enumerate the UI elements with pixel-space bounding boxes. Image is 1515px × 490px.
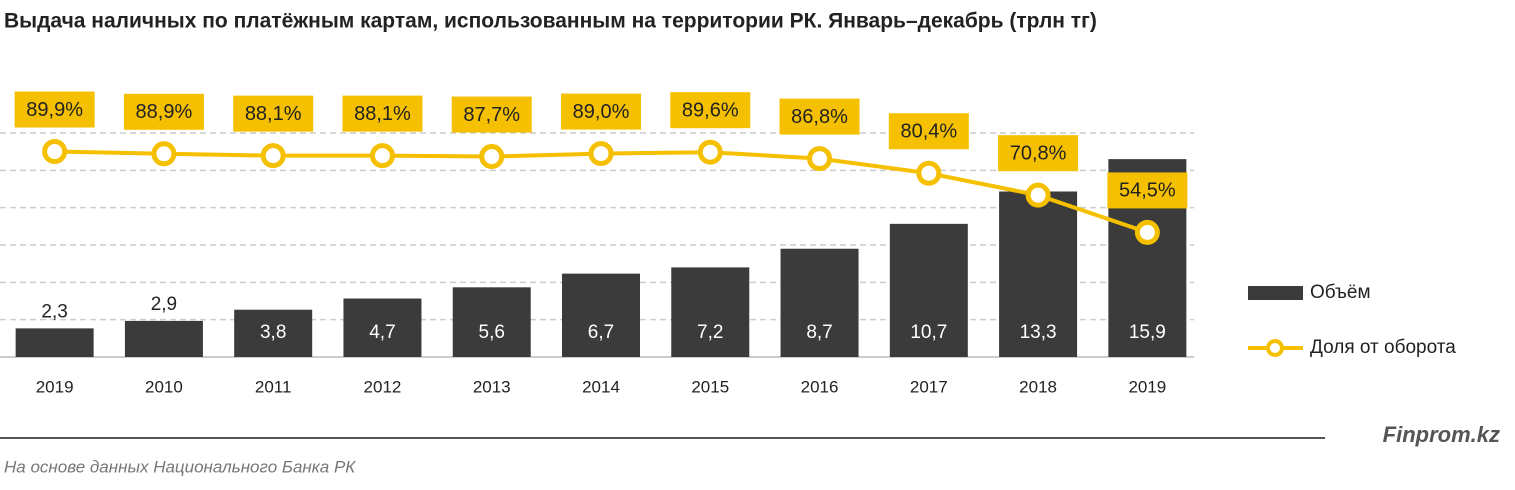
bar-value-label: 2,3 [41,301,67,322]
bar [234,309,313,357]
bar-value-label: 10,7 [910,322,947,343]
x-tick-label: 2016 [801,377,839,396]
bar [124,320,203,357]
label-box [233,95,314,132]
bar-value-label: 13,3 [1020,322,1057,343]
bar-value-label: 15,9 [1129,322,1166,343]
legend-swatch [1248,286,1303,300]
x-tick-label: 2013 [473,377,511,396]
x-tick-label: 2017 [910,377,948,396]
label-box [779,98,860,135]
legend-marker [1266,339,1284,357]
line-value-label: 88,9% [136,101,193,123]
line-marker [1025,182,1051,208]
x-tick-label: 2019 [1128,377,1166,396]
x-tick-label: 2011 [255,377,292,396]
bar-value-label: 6,7 [588,322,614,343]
bar [562,273,640,357]
label-box [451,96,532,133]
line-value-label: 54,5% [1119,180,1176,202]
bar-value-label: 4,7 [369,322,395,343]
x-tick-label: 2018 [1019,377,1057,396]
line-marker [151,141,177,167]
line-value-label: 80,4% [900,121,957,143]
label-box [342,95,423,132]
bar [343,298,422,357]
x-tick-label: 2019 [36,377,74,396]
source-note: На основе данных Национального Банка РК [4,457,356,476]
line-value-label: 88,1% [354,103,411,125]
line-marker [42,139,68,165]
bar [999,191,1078,357]
label-box [561,93,641,130]
bar [780,248,859,357]
x-tick-label: 2012 [364,377,402,396]
label-box [670,92,751,129]
x-tick-label: 2010 [145,377,183,396]
bar [671,267,750,357]
line-value-label: 89,6% [682,99,739,121]
bar [15,328,94,357]
bar-value-label: 2,9 [151,294,177,315]
line-value-label: 86,8% [791,106,848,128]
label-box [1107,172,1188,209]
line-marker [260,143,286,169]
line-marker [1134,219,1160,245]
label-box [123,93,204,130]
line-value-label: 88,1% [245,103,302,125]
x-tick-label: 2014 [582,377,620,396]
bar-value-label: 8,7 [806,322,832,343]
line-marker [479,144,505,170]
label-box [888,113,969,150]
bar [889,223,968,357]
line-marker [807,146,833,172]
brand: Finprom.kz [1383,422,1500,447]
label-box [998,135,1079,172]
line-marker [369,143,395,169]
bar-value-label: 7,2 [697,322,723,343]
line-marker [916,160,942,186]
line-value-label: 87,7% [463,104,520,126]
legend-label: Объём [1310,282,1371,303]
x-tick-label: 2015 [691,377,729,396]
bar [452,287,531,357]
line-value-label: 89,0% [573,101,630,123]
chart-title: Выдача наличных по платёжным картам, исп… [4,10,1097,33]
legend-label: Доля от оборота [1310,337,1456,358]
line-marker [588,141,614,167]
line-value-label: 70,8% [1010,142,1067,164]
bar-value-label: 3,8 [260,322,286,343]
line-marker [697,139,723,165]
line-value-label: 89,9% [26,99,83,121]
bar-value-label: 5,6 [479,322,505,343]
label-box [14,91,95,128]
